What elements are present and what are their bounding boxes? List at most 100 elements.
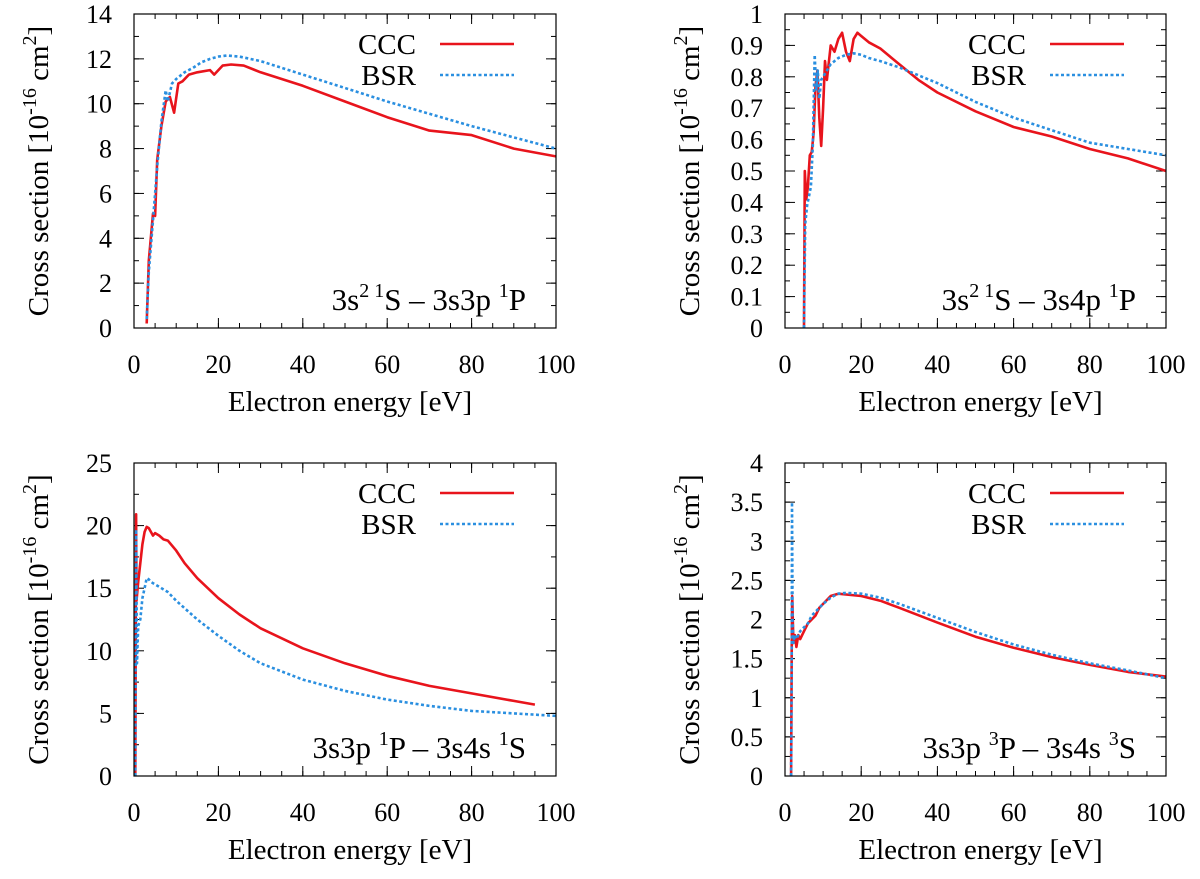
y-tick-label: 0.6 bbox=[731, 126, 764, 155]
x-tick-label: 100 bbox=[537, 798, 576, 827]
series-bsr-line bbox=[134, 528, 556, 776]
y-tick-label: 0.5 bbox=[731, 723, 764, 752]
annotation-part: S – 3s4p bbox=[994, 282, 1109, 317]
y-axis-label-text: Cross section [10 bbox=[23, 563, 55, 764]
y-axis-label-unit-exponent: 2 bbox=[670, 484, 692, 494]
x-axis-label: Electron energy [eV] bbox=[858, 386, 1102, 418]
annotation-part: P – 3s4s bbox=[389, 730, 499, 765]
x-tick-label: 60 bbox=[374, 350, 400, 379]
y-axis-label-unit: cm bbox=[23, 494, 55, 537]
y-axis-label-close: ] bbox=[23, 26, 55, 36]
x-tick-label: 40 bbox=[290, 350, 316, 379]
y-tick-label: 0.1 bbox=[731, 283, 764, 312]
series-bsr-line bbox=[789, 500, 1166, 776]
x-tick-label: 20 bbox=[205, 798, 231, 827]
plot-frame bbox=[133, 13, 557, 329]
y-tick-label: 0 bbox=[99, 762, 112, 791]
x-tick-label: 80 bbox=[459, 798, 485, 827]
legend-label-bsr: BSR bbox=[361, 60, 416, 92]
legend-label-ccc: CCC bbox=[968, 478, 1026, 510]
x-tick-label: 0 bbox=[128, 798, 141, 827]
annotation-superscript: 3 bbox=[989, 728, 999, 750]
y-axis-label: Cross section [10-16 cm2] bbox=[19, 474, 55, 764]
annotation-superscript: 1 bbox=[374, 280, 384, 302]
series-ccc-line bbox=[789, 592, 1166, 776]
x-tick-label: 20 bbox=[848, 350, 874, 379]
y-tick-label: 0.5 bbox=[731, 157, 764, 186]
x-tick-label: 60 bbox=[1001, 350, 1027, 379]
y-axis-label: Cross section [10-16 cm2] bbox=[670, 26, 706, 316]
y-axis-label-unit: cm bbox=[23, 45, 55, 88]
y-axis-label-exponent: -16 bbox=[670, 88, 692, 115]
y-tick-label: 1.5 bbox=[731, 645, 764, 674]
y-axis-label-exponent: -16 bbox=[19, 88, 41, 115]
y-tick-label: 0 bbox=[99, 314, 112, 343]
y-tick-label: 2 bbox=[99, 269, 112, 298]
x-axis-label: Electron energy [eV] bbox=[228, 834, 472, 866]
y-axis-label-close: ] bbox=[674, 474, 706, 484]
y-axis-label-unit-exponent: 2 bbox=[19, 35, 41, 45]
y-tick-label: 25 bbox=[86, 449, 112, 478]
y-tick-label: 2 bbox=[750, 606, 763, 635]
y-axis-label-text: Cross section [10 bbox=[23, 115, 55, 316]
plot-frame bbox=[133, 462, 557, 777]
x-tick-label: 100 bbox=[537, 350, 576, 379]
x-tick-label: 60 bbox=[1001, 798, 1027, 827]
x-axis-label: Electron energy [eV] bbox=[858, 834, 1102, 866]
annotation-part: 3s bbox=[332, 282, 360, 317]
x-tick-label: 20 bbox=[848, 798, 874, 827]
y-axis-label-text: Cross section [10 bbox=[674, 563, 706, 764]
y-axis-label: Cross section [10-16 cm2] bbox=[670, 474, 706, 764]
legend-label-bsr: BSR bbox=[971, 509, 1026, 541]
y-tick-label: 1 bbox=[750, 684, 763, 713]
y-tick-label: 0.3 bbox=[731, 220, 764, 249]
y-tick-label: 0.8 bbox=[731, 63, 764, 92]
legend-label-ccc: CCC bbox=[358, 478, 416, 510]
y-tick-label: 0.9 bbox=[731, 31, 764, 60]
annotation-superscript: 1 bbox=[499, 728, 509, 750]
x-tick-label: 0 bbox=[779, 350, 792, 379]
annotation-part: 3s3p bbox=[312, 730, 378, 765]
y-axis-label-unit: cm bbox=[674, 494, 706, 537]
y-tick-label: 8 bbox=[99, 135, 112, 164]
series-bsr-line bbox=[145, 54, 556, 320]
y-tick-label: 0.2 bbox=[731, 251, 764, 280]
transition-annotation: 3s3p 1P – 3s4s 1S bbox=[312, 728, 526, 765]
y-tick-label: 10 bbox=[86, 637, 112, 666]
y-axis-label: Cross section [10-16 cm2] bbox=[19, 26, 55, 316]
plot-frame bbox=[784, 462, 1167, 777]
series-ccc-line bbox=[134, 512, 536, 776]
annotation-part: 3s3p bbox=[922, 730, 988, 765]
x-tick-label: 40 bbox=[924, 350, 950, 379]
annotation-superscript: 1 bbox=[379, 728, 389, 750]
y-tick-label: 5 bbox=[99, 699, 112, 728]
y-tick-label: 0 bbox=[750, 314, 763, 343]
x-tick-label: 80 bbox=[459, 350, 485, 379]
y-tick-label: 6 bbox=[99, 179, 112, 208]
annotation-superscript: 2 bbox=[359, 280, 369, 302]
legend-label-ccc: CCC bbox=[358, 29, 416, 61]
series-bsr-line bbox=[802, 51, 1166, 328]
x-tick-label: 60 bbox=[374, 798, 400, 827]
y-tick-label: 0.4 bbox=[731, 188, 764, 217]
y-tick-label: 2.5 bbox=[731, 566, 764, 595]
annotation-part: S bbox=[1119, 730, 1136, 765]
x-tick-label: 100 bbox=[1147, 798, 1186, 827]
y-axis-label-exponent: -16 bbox=[19, 537, 41, 564]
annotation-part: P bbox=[509, 282, 526, 317]
annotation-part: S bbox=[509, 730, 526, 765]
legend-label-bsr: BSR bbox=[971, 60, 1026, 92]
y-axis-label-unit-exponent: 2 bbox=[19, 484, 41, 494]
y-axis-label-exponent: -16 bbox=[670, 537, 692, 564]
x-tick-label: 40 bbox=[290, 798, 316, 827]
y-axis-label-text: Cross section [10 bbox=[674, 115, 706, 316]
legend-label-bsr: BSR bbox=[361, 509, 416, 541]
y-tick-label: 14 bbox=[86, 0, 112, 29]
annotation-part: 3s bbox=[942, 282, 970, 317]
y-tick-label: 3.5 bbox=[731, 488, 764, 517]
y-tick-label: 20 bbox=[86, 512, 112, 541]
